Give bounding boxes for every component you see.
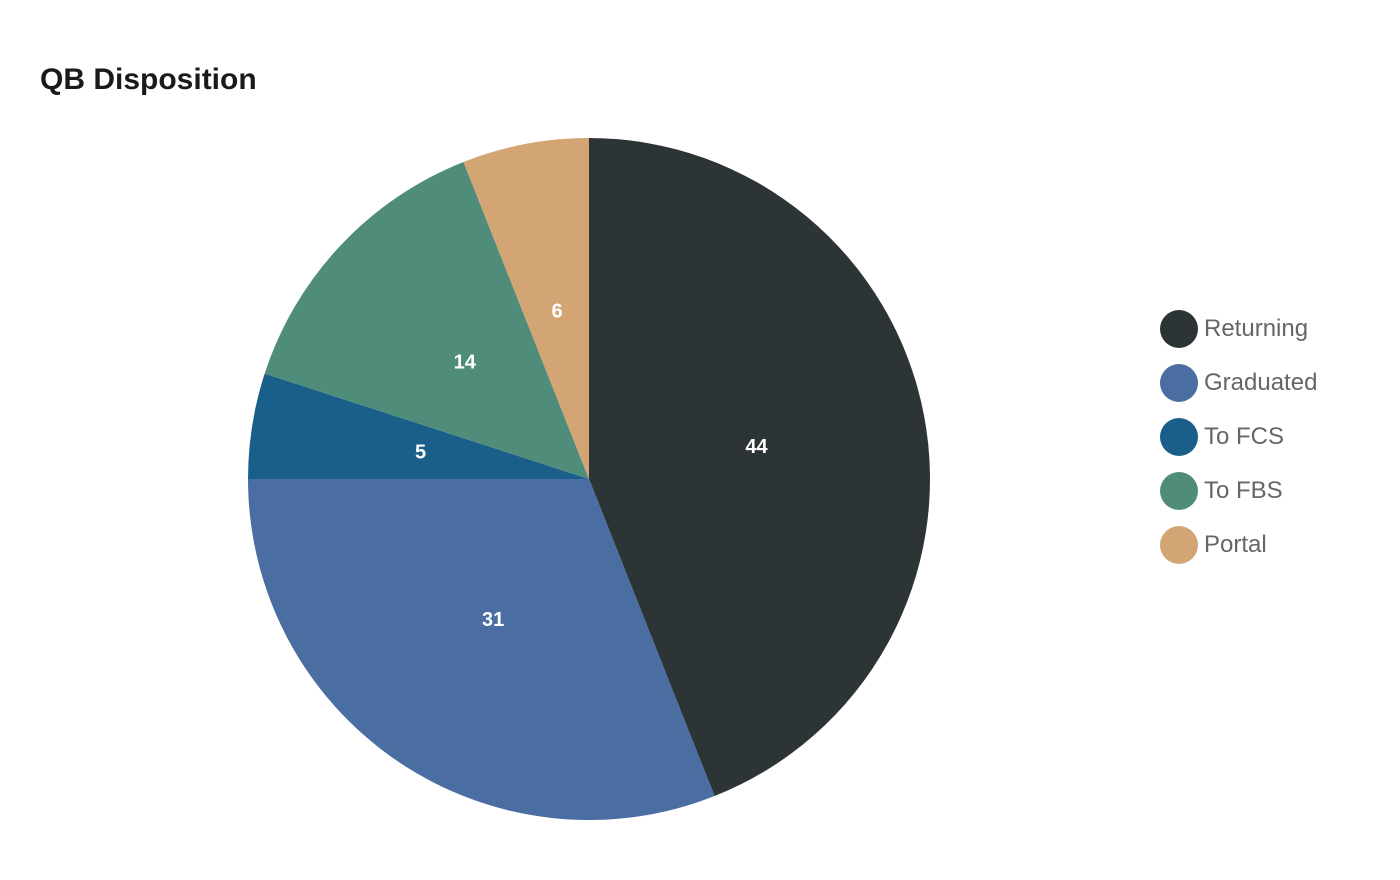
legend-label-graduated: Graduated	[1204, 369, 1318, 396]
legend-swatch-graduated	[1160, 364, 1198, 402]
chart-title: QB Disposition	[40, 63, 257, 96]
legend-label-returning: Returning	[1204, 315, 1309, 342]
pie-slice-labels: 44 31 5 14 6	[415, 301, 768, 631]
pie-slice-returning[interactable]	[589, 138, 931, 797]
pie-slice-label-portal: 6	[551, 301, 562, 323]
pie-slice-portal[interactable]	[463, 138, 589, 479]
legend-item-graduated[interactable]: Graduated	[1160, 356, 1317, 410]
pie-slice-graduated[interactable]	[248, 479, 715, 820]
legend-item-portal[interactable]: Portal	[1160, 518, 1317, 572]
legend-swatch-to-fcs	[1160, 418, 1198, 456]
legend-swatch-to-fbs	[1160, 472, 1198, 510]
pie-slices	[248, 138, 931, 820]
pie-slice-label-to-fbs: 14	[454, 351, 477, 373]
pie-slice-label-to-fcs: 5	[415, 441, 426, 463]
pie-slice-label-graduated: 31	[482, 609, 504, 631]
chart-legend: Returning Graduated To FCS To FBS Portal	[1160, 302, 1317, 572]
legend-item-returning[interactable]: Returning	[1160, 302, 1317, 356]
pie-slice-to-fbs[interactable]	[264, 161, 589, 479]
legend-label-portal: Portal	[1204, 531, 1267, 558]
legend-label-to-fcs: To FCS	[1204, 423, 1285, 450]
legend-swatch-returning	[1160, 310, 1198, 348]
legend-item-to-fbs[interactable]: To FBS	[1160, 464, 1317, 518]
pie-slice-label-returning: 44	[745, 436, 768, 458]
legend-item-to-fcs[interactable]: To FCS	[1160, 410, 1317, 464]
legend-label-to-fbs: To FBS	[1204, 477, 1283, 504]
pie-slice-to-fcs[interactable]	[248, 373, 589, 479]
legend-swatch-portal	[1160, 526, 1198, 564]
